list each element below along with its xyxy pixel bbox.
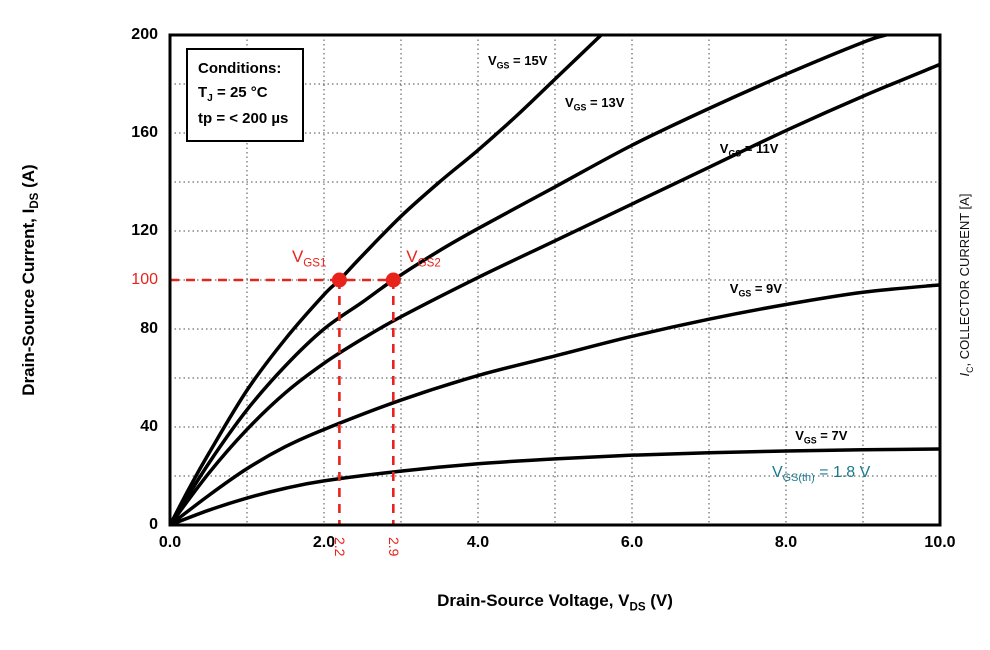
x-axis-title-sub: DS	[629, 601, 646, 614]
annotation-y-value: 100	[131, 271, 158, 288]
conditions-tp-line: tp = < 200 µs	[198, 110, 289, 128]
vgs1-pre: V	[291, 247, 304, 266]
annotation-dashed-lines	[170, 278, 395, 525]
conditions-box: Conditions: TJ = 25 °C tp = < 200 µs	[186, 48, 305, 143]
y-axis-title-sub: DS	[29, 192, 42, 209]
x-axis-title-post: (V)	[645, 591, 673, 610]
vgs1-sub: GS1	[303, 257, 327, 270]
curve-VGS-13V	[170, 35, 888, 525]
conditions-title: Conditions:	[198, 60, 282, 77]
annotation-x-value-2: 2.9	[386, 537, 403, 557]
threshold-sub: GS(th)	[782, 472, 815, 485]
y-axis-title-post: (A)	[18, 164, 38, 193]
conditions-tj-line: TJ = 25 °C	[198, 81, 288, 107]
annotation-point	[385, 272, 401, 288]
curve-VGS-7V	[170, 447, 940, 525]
conditions-tj-pre: T	[198, 84, 208, 101]
threshold-post: = 1.8 V	[814, 464, 871, 481]
curve-VGS-9V	[170, 283, 940, 525]
curve-VGS-11V	[170, 62, 940, 525]
y-axis-title-pre: Drain-Source Current, I	[18, 208, 38, 396]
conditions-tj-post: = 25 °C	[212, 84, 268, 101]
right-axis-title-pre: I	[957, 372, 973, 377]
right-axis-title-post: , COLLECTOR CURRENT [A]	[957, 193, 973, 367]
curves	[170, 35, 940, 525]
annotation-x-value-1: 2.2	[332, 537, 349, 557]
right-axis-title: IC, COLLECTOR CURRENT [A]	[957, 194, 975, 377]
right-axis-title-sub: C	[964, 366, 975, 373]
threshold-label: VGS(th) = 1.8 V	[772, 464, 870, 484]
annotation-point	[331, 272, 347, 288]
conditions-tj-sub: J	[207, 93, 213, 104]
x-axis-title: Drain-Source Voltage, VDS (V)	[437, 591, 673, 613]
x-axis-title-pre: Drain-Source Voltage, V	[437, 591, 630, 610]
vgs2-sub: GS2	[417, 257, 441, 270]
curve-VGS-15V	[170, 35, 603, 525]
annotation-vgs1-label: VGS1	[292, 247, 326, 269]
threshold-pre: V	[772, 464, 783, 481]
vgs2-pre: V	[406, 247, 418, 266]
annotation-vgs2-label: VGS2	[406, 247, 440, 269]
plot-border	[168, 33, 942, 527]
